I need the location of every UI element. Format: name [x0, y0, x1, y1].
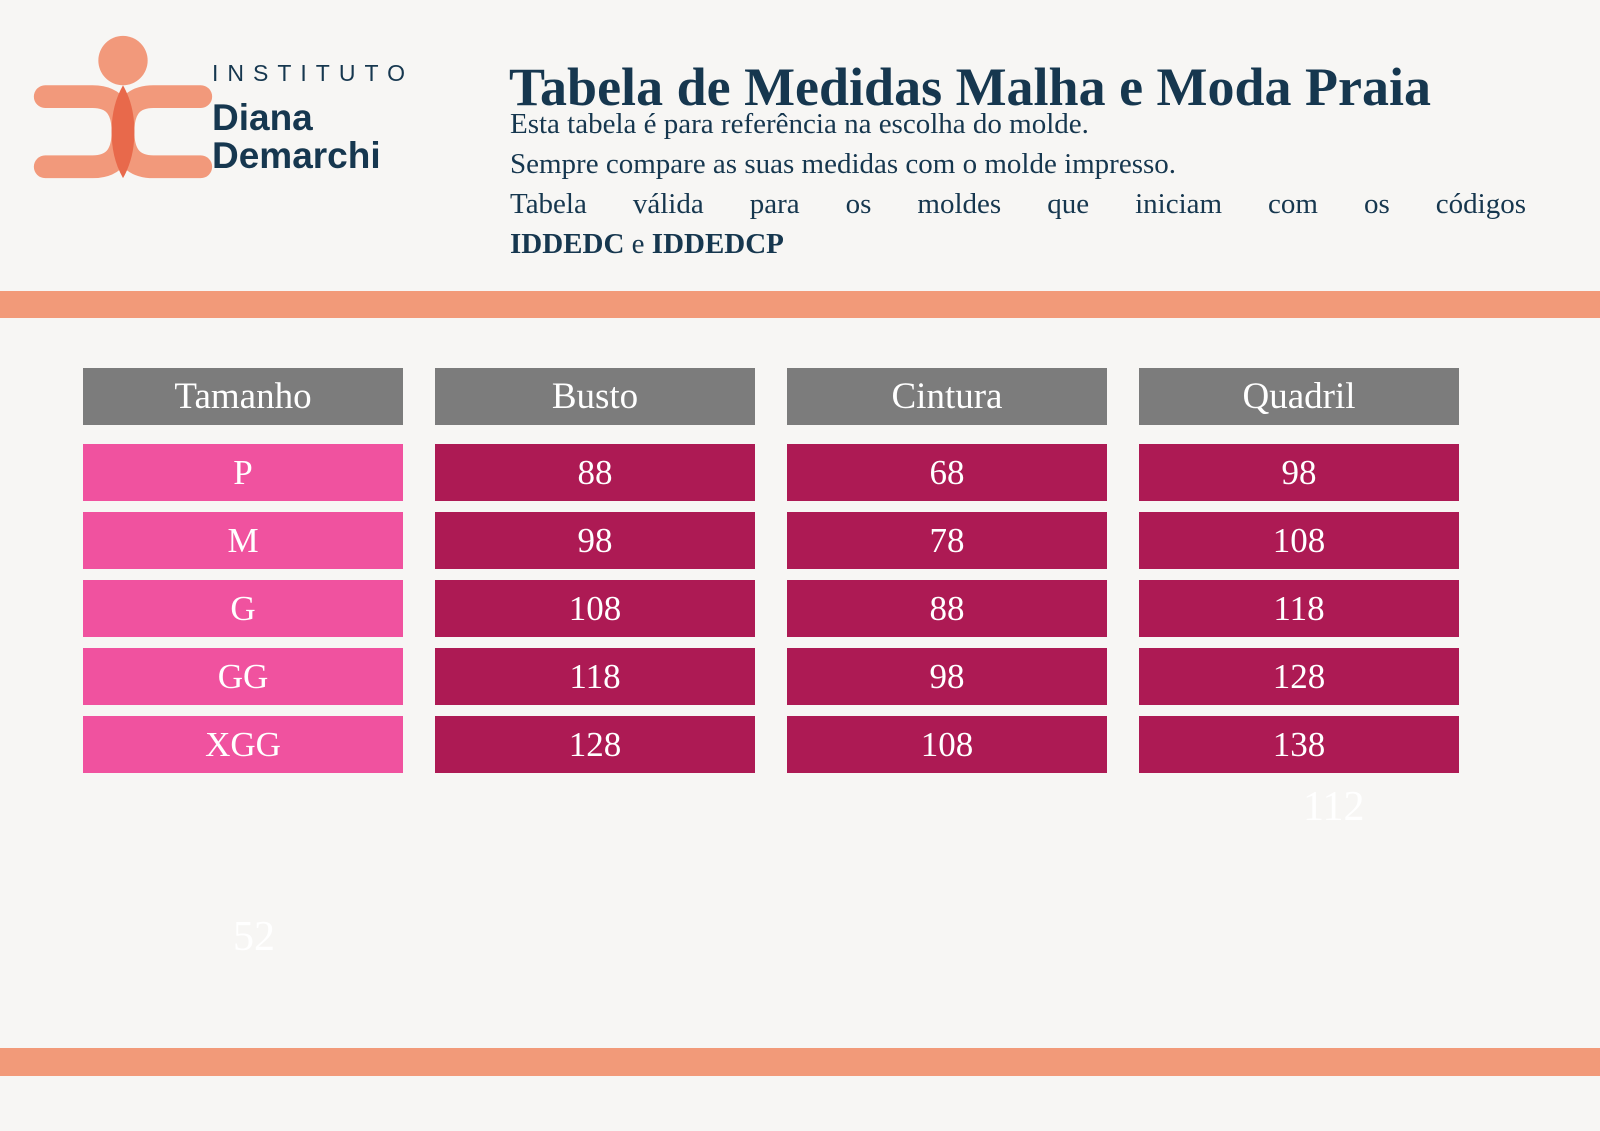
size-cell: G — [83, 580, 403, 637]
size-cell: M — [83, 512, 403, 569]
bottom-accent-bar — [0, 1048, 1600, 1076]
busto-cell: 98 — [435, 512, 755, 569]
table-header-row: Tamanho Busto Cintura Quadril — [83, 368, 1459, 425]
quadril-cell: 98 — [1139, 444, 1459, 501]
intro-line-4: IDDEDC e IDDEDCP — [510, 224, 1526, 264]
quadril-cell: 108 — [1139, 512, 1459, 569]
cintura-cell: 98 — [787, 648, 1107, 705]
busto-cell: 108 — [435, 580, 755, 637]
intro-text: Esta tabela é para referência na escolha… — [510, 104, 1526, 264]
column-header-busto: Busto — [435, 368, 755, 425]
table-row: M 98 78 108 — [83, 512, 1459, 569]
column-header-cintura: Cintura — [787, 368, 1107, 425]
top-accent-bar — [0, 291, 1600, 318]
intro-line-1: Esta tabela é para referência na escolha… — [510, 108, 1089, 140]
cintura-cell: 78 — [787, 512, 1107, 569]
table-row: P 88 68 98 — [83, 444, 1459, 501]
table-row: GG 118 98 128 — [83, 648, 1459, 705]
quadril-cell: 138 — [1139, 716, 1459, 773]
quadril-cell: 118 — [1139, 580, 1459, 637]
busto-cell: 118 — [435, 648, 755, 705]
busto-cell: 88 — [435, 444, 755, 501]
size-cell: XGG — [83, 716, 403, 773]
intro-line-2: Sempre compare as suas medidas com o mol… — [510, 148, 1177, 180]
cintura-cell: 68 — [787, 444, 1107, 501]
cintura-cell: 108 — [787, 716, 1107, 773]
brand-name-line1: Diana — [212, 97, 313, 138]
watermark-number-2: 52 — [233, 914, 275, 960]
mold-code-1: IDDEDC — [510, 228, 625, 260]
quadril-cell: 128 — [1139, 648, 1459, 705]
size-cell: GG — [83, 648, 403, 705]
table-row: G 108 88 118 — [83, 580, 1459, 637]
brand-institute-label: INSTITUTO — [212, 60, 414, 86]
column-header-tamanho: Tamanho — [83, 368, 403, 425]
institute-logo-icon — [33, 35, 213, 179]
column-header-quadril: Quadril — [1139, 368, 1459, 425]
brand-name-line2: Demarchi — [212, 135, 381, 176]
mold-code-connector: e — [624, 228, 652, 260]
watermark-number-1: 112 — [1303, 784, 1365, 830]
size-cell: P — [83, 444, 403, 501]
intro-line-3: Tabela válida para os moldes que iniciam… — [510, 188, 1526, 220]
brand-wordmark: INSTITUTO Diana Demarchi — [212, 60, 414, 175]
table-row: XGG 128 108 138 — [83, 716, 1459, 773]
mold-code-2: IDDEDCP — [651, 228, 784, 260]
page-title: Tabela de Medidas Malha e Moda Praia — [509, 57, 1432, 118]
cintura-cell: 88 — [787, 580, 1107, 637]
busto-cell: 128 — [435, 716, 755, 773]
